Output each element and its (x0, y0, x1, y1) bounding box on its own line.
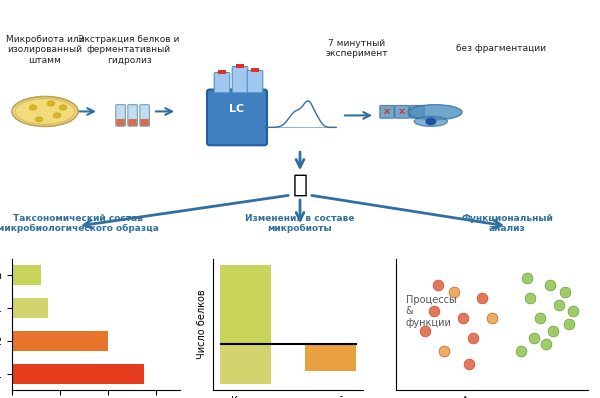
Ellipse shape (15, 98, 75, 124)
Text: Изменения в составе
микробиоты: Изменения в составе микробиоты (245, 214, 355, 233)
Y-axis label: Число белков: Число белков (197, 290, 208, 359)
FancyBboxPatch shape (140, 119, 149, 126)
Text: Функциональный
анализ: Функциональный анализ (461, 214, 553, 233)
Point (529, 334, 539, 341)
FancyBboxPatch shape (116, 119, 125, 126)
Text: Экстракция белков и
ферментативный
гидролиз: Экстракция белков и ферментативный гидро… (79, 35, 179, 64)
FancyBboxPatch shape (410, 105, 424, 118)
Bar (12, 298, 48, 318)
Point (439, 347, 449, 354)
Point (522, 275, 532, 282)
FancyBboxPatch shape (128, 105, 137, 126)
FancyBboxPatch shape (214, 72, 230, 93)
Text: LC: LC (229, 104, 245, 115)
Bar (12, 265, 41, 285)
Bar (220, 343, 271, 384)
Circle shape (53, 113, 61, 118)
Bar (218, 70, 226, 74)
X-axis label: Кратность изменений: Кратность изменений (231, 396, 345, 398)
Point (464, 361, 474, 367)
Point (560, 288, 570, 295)
Point (526, 295, 535, 301)
Point (541, 341, 551, 347)
Text: Процессы
&
функции: Процессы & функции (406, 295, 457, 328)
FancyBboxPatch shape (232, 66, 248, 93)
Point (545, 282, 554, 288)
FancyBboxPatch shape (128, 119, 137, 126)
Bar (236, 64, 244, 68)
Ellipse shape (414, 117, 447, 127)
Bar (305, 343, 356, 371)
Text: ✕: ✕ (397, 107, 406, 117)
Point (458, 314, 468, 321)
Text: Микробиота или
изолированный
штамм: Микробиота или изолированный штамм (6, 35, 84, 64)
Point (568, 308, 577, 314)
Text: без фрагментации: без фрагментации (456, 44, 546, 53)
Point (468, 334, 478, 341)
Circle shape (35, 117, 43, 122)
Text: 🐍: 🐍 (293, 173, 308, 197)
FancyBboxPatch shape (247, 70, 263, 93)
Point (548, 328, 558, 334)
Point (478, 295, 487, 301)
Bar (12, 364, 144, 384)
Point (487, 314, 497, 321)
FancyBboxPatch shape (140, 105, 149, 126)
Bar (12, 331, 108, 351)
Text: Таксономический состав
микробиологического образца: Таксономический состав микробиологическо… (0, 214, 159, 233)
Circle shape (59, 105, 67, 110)
FancyBboxPatch shape (207, 90, 267, 145)
Point (564, 321, 574, 328)
Bar (251, 68, 259, 72)
Point (433, 282, 443, 288)
Point (420, 328, 430, 334)
Point (516, 347, 526, 354)
Bar (220, 265, 271, 343)
Point (430, 308, 439, 314)
Circle shape (426, 118, 436, 125)
Point (535, 314, 545, 321)
Point (449, 288, 458, 295)
FancyBboxPatch shape (380, 105, 394, 118)
X-axis label: Активность: Активность (462, 396, 522, 398)
Circle shape (29, 105, 37, 110)
Text: 7 минутный
эксперимент: 7 минутный эксперимент (326, 39, 388, 58)
FancyBboxPatch shape (395, 105, 409, 118)
Point (554, 302, 564, 308)
Text: ✕: ✕ (382, 107, 391, 117)
FancyBboxPatch shape (116, 105, 125, 126)
Ellipse shape (408, 105, 462, 120)
Circle shape (47, 101, 55, 106)
Ellipse shape (12, 96, 78, 127)
